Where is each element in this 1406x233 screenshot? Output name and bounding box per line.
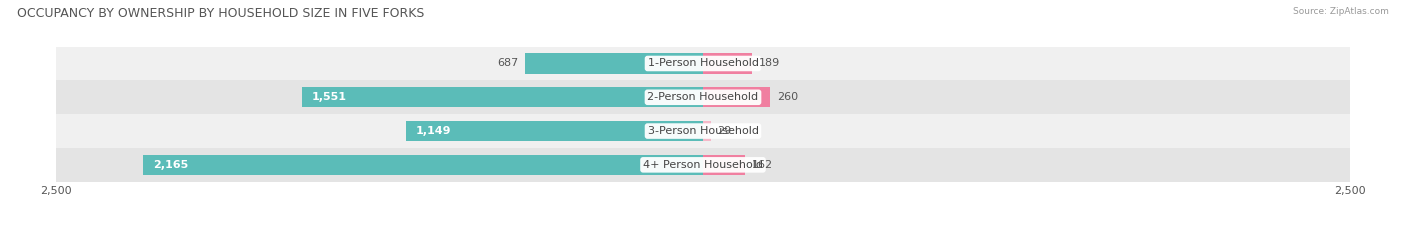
Text: 4+ Person Household: 4+ Person Household [643,160,763,170]
Bar [703,155,745,175]
Bar [406,121,703,141]
Bar [56,47,1350,80]
Bar [703,121,710,141]
Text: 1,551: 1,551 [312,92,347,102]
Text: 29: 29 [717,126,731,136]
Bar [143,155,703,175]
Text: 1,149: 1,149 [416,126,451,136]
Bar [56,114,1350,148]
Text: 2,165: 2,165 [153,160,188,170]
Bar [56,80,1350,114]
Text: 162: 162 [751,160,772,170]
Text: 260: 260 [776,92,797,102]
Bar [302,87,703,107]
Text: 687: 687 [498,58,519,69]
Bar [703,87,770,107]
Text: 189: 189 [758,58,779,69]
Text: 1-Person Household: 1-Person Household [648,58,758,69]
Text: 2-Person Household: 2-Person Household [647,92,759,102]
Text: 3-Person Household: 3-Person Household [648,126,758,136]
Text: OCCUPANCY BY OWNERSHIP BY HOUSEHOLD SIZE IN FIVE FORKS: OCCUPANCY BY OWNERSHIP BY HOUSEHOLD SIZE… [17,7,425,20]
Bar [526,53,703,74]
Bar [703,53,752,74]
Text: Source: ZipAtlas.com: Source: ZipAtlas.com [1294,7,1389,16]
Bar [56,148,1350,182]
